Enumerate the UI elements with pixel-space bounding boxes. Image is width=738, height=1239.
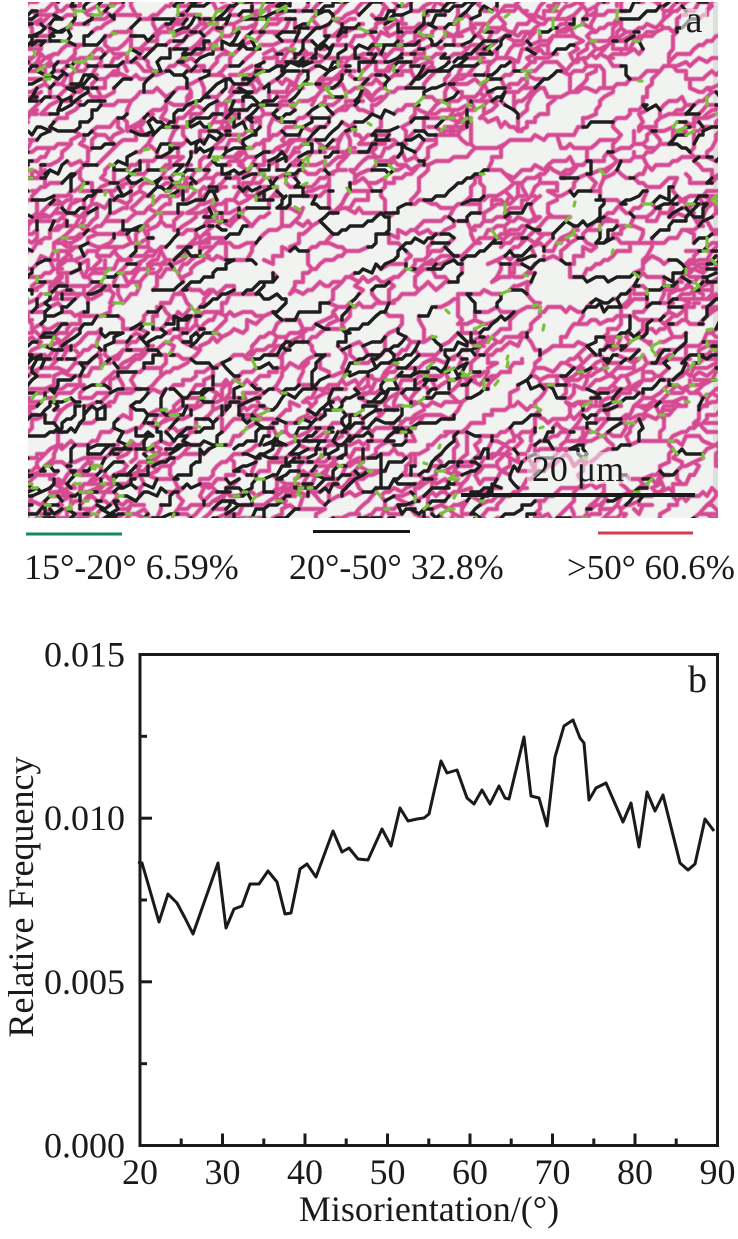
svg-text:20: 20 [122,1152,158,1192]
svg-text:60: 60 [452,1152,488,1192]
svg-text:40: 40 [287,1152,323,1192]
svg-text:70: 70 [535,1152,571,1192]
svg-text:90: 90 [700,1152,736,1192]
svg-text:a: a [686,0,703,41]
svg-text:50: 50 [370,1152,406,1192]
svg-text:>50° 60.6%: >50° 60.6% [567,548,735,587]
svg-text:0.005: 0.005 [44,962,125,1002]
svg-text:Misorientation/(°): Misorientation/(°) [299,1189,559,1229]
svg-text:0.000: 0.000 [44,1126,125,1166]
svg-text:b: b [688,659,707,701]
svg-text:Relative Frequency: Relative Frequency [1,757,41,1038]
svg-text:15°-20° 6.59%: 15°-20° 6.59% [24,547,239,587]
svg-text:20°-50° 32.8%: 20°-50° 32.8% [289,547,504,587]
svg-text:30: 30 [205,1152,241,1192]
svg-text:0.015: 0.015 [44,635,125,675]
svg-text:20 μm: 20 μm [532,449,624,489]
svg-text:0.010: 0.010 [44,798,125,838]
svg-text:80: 80 [617,1152,653,1192]
